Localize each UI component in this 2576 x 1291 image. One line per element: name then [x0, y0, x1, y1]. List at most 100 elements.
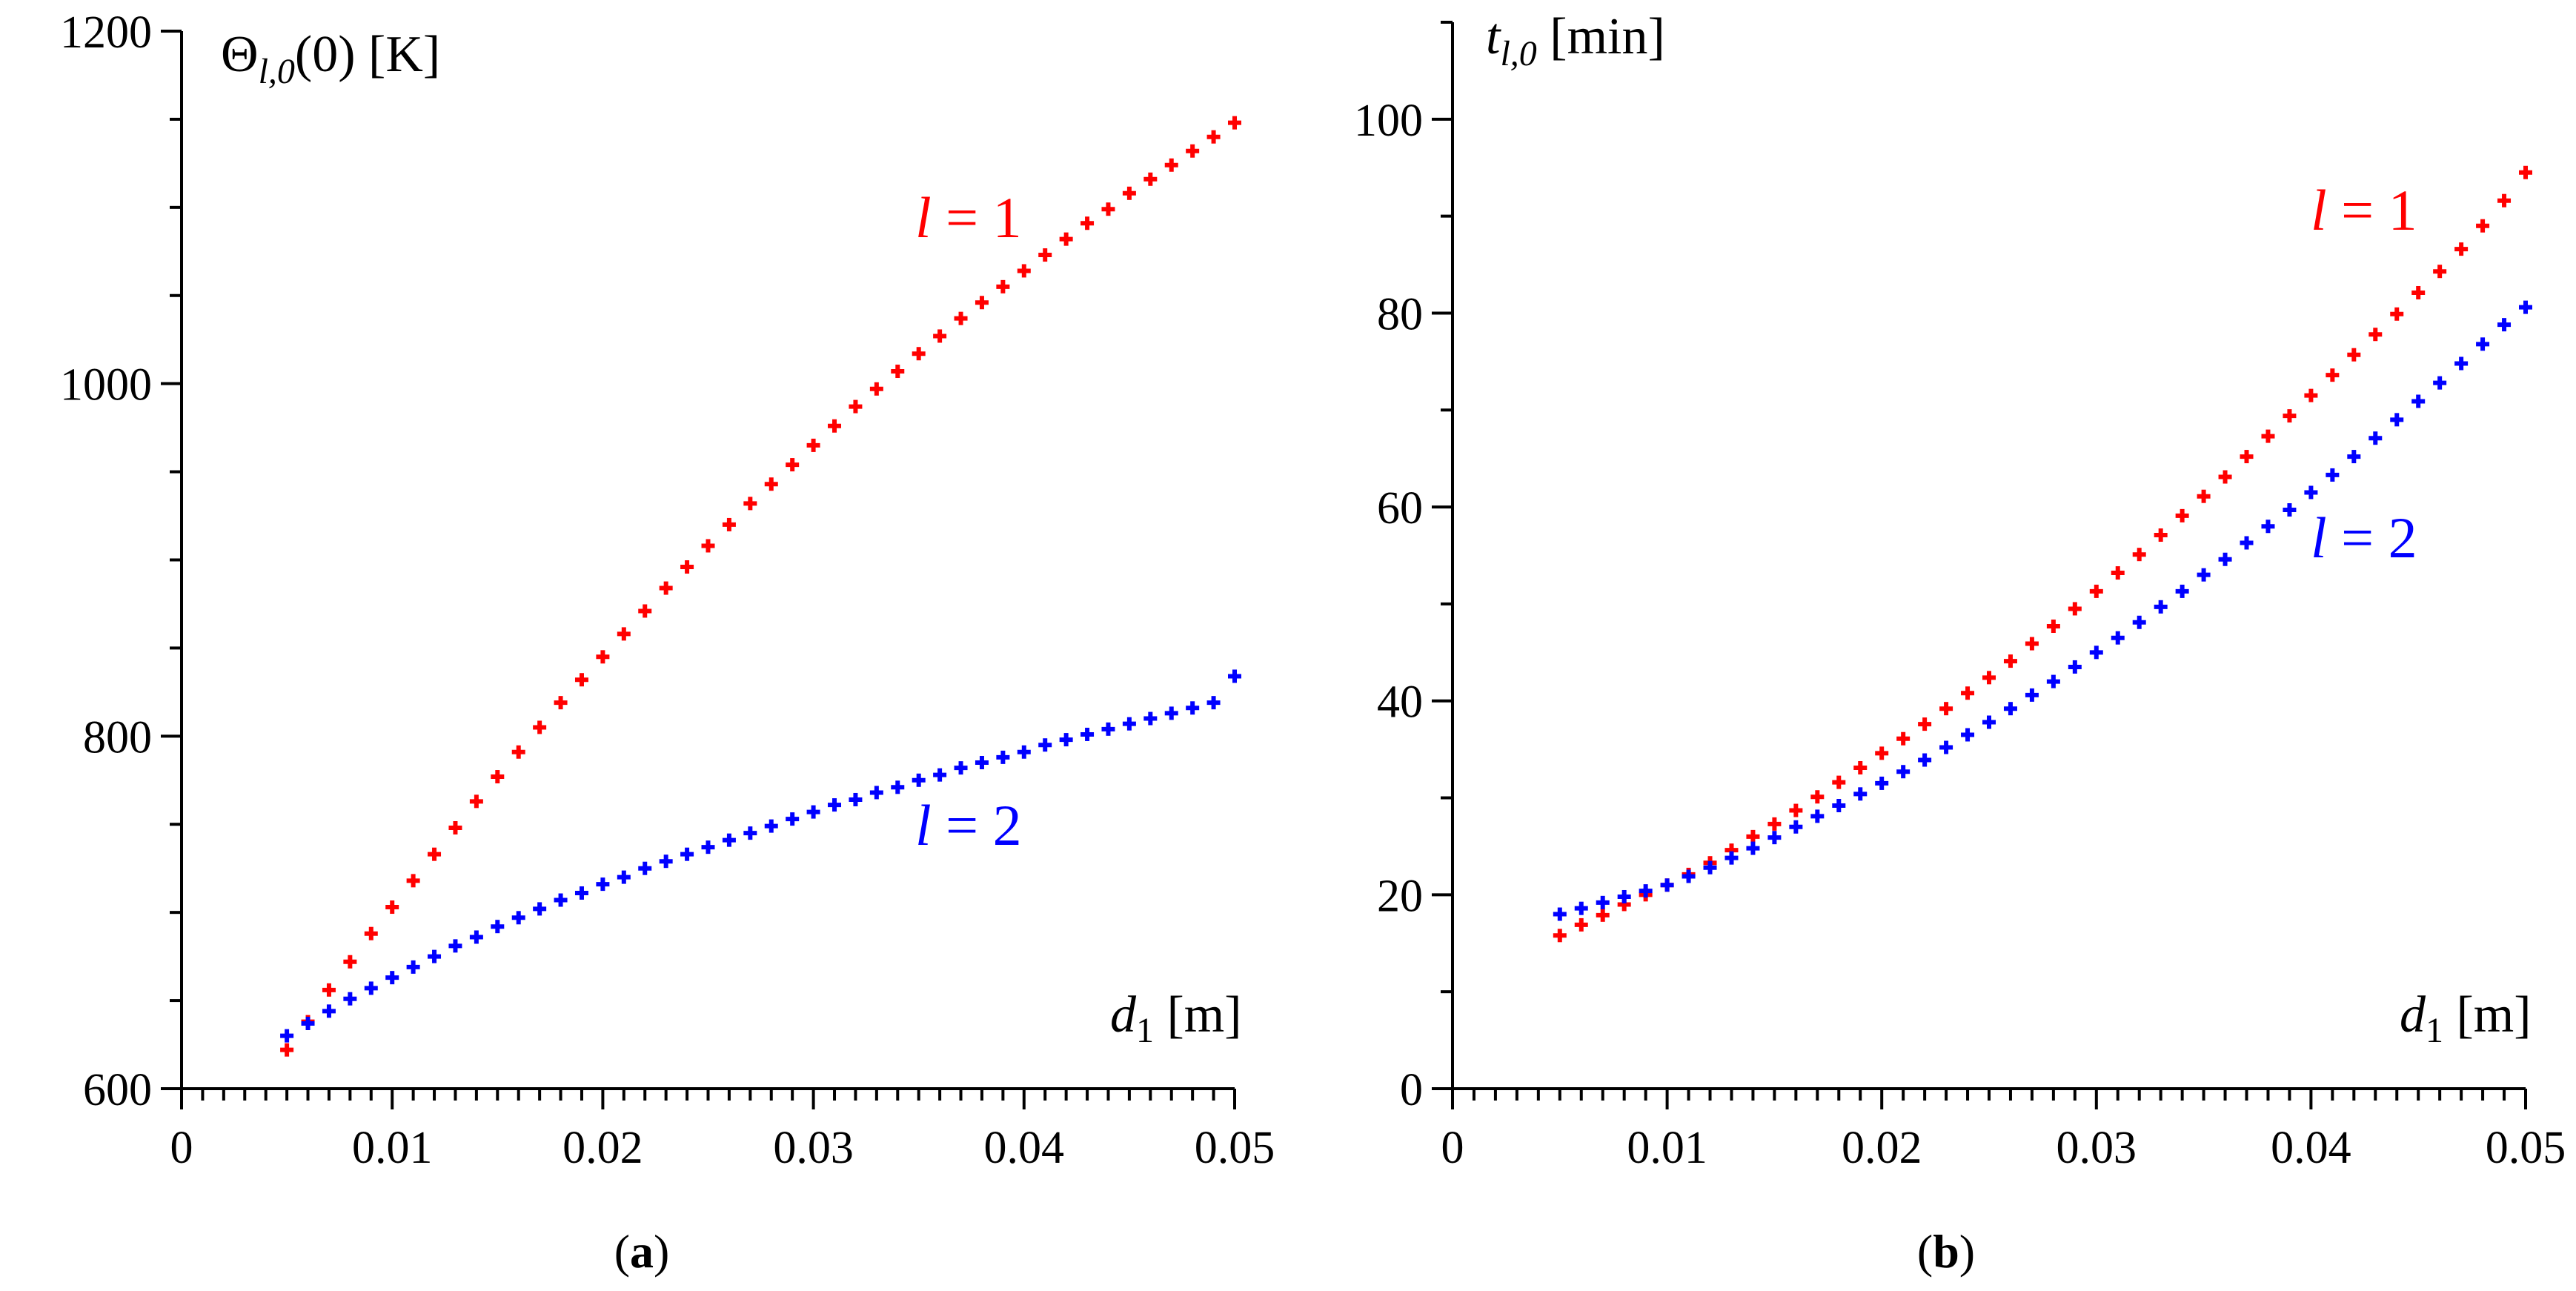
data-point: [1767, 831, 1782, 845]
x-tick-label: 0: [1441, 1123, 1464, 1173]
panel-a-data-points: [280, 116, 1241, 1057]
data-point: [1961, 686, 1975, 700]
data-point: [933, 329, 947, 343]
data-point: [1038, 248, 1052, 262]
data-point: [912, 347, 926, 361]
data-point: [1143, 172, 1158, 186]
data-point: [849, 792, 863, 806]
y-tick-label: 20: [1377, 871, 1423, 921]
data-point: [786, 458, 800, 472]
data-point: [1639, 884, 1653, 898]
data-point: [1746, 841, 1760, 855]
data-point: [638, 861, 652, 875]
panel-b: 0 0.01 0.02 0.03 0.04 0.05 0 20 40 60 80 100 tl,0 …: [1354, 8, 2566, 1278]
data-point: [554, 893, 568, 907]
data-point: [954, 761, 968, 775]
data-point: [1574, 917, 1588, 932]
panel-b-y-ticks: 0 20 40 60 80 100: [1354, 21, 1453, 1115]
y-tick-label: 800: [83, 712, 152, 763]
data-point: [385, 900, 399, 915]
panel-a-y-axis-title: Θl,0(0) [K]: [221, 26, 440, 91]
data-point: [2111, 631, 2125, 645]
panel-a-y-ticks: 600 800 1000 1200: [60, 7, 182, 1115]
data-point: [954, 311, 968, 325]
data-point: [322, 1004, 336, 1018]
data-point: [1101, 722, 1115, 736]
data-point: [554, 696, 568, 710]
data-point: [1961, 728, 1975, 742]
data-point: [2326, 468, 2340, 482]
panel-b-x-axis-title: d1 [m]: [2400, 986, 2532, 1050]
data-point: [2347, 348, 2361, 362]
data-point: [1832, 775, 1846, 789]
data-point: [2368, 328, 2383, 342]
panel-b-x-ticks: 0 0.01 0.02 0.03 0.04 0.05: [1441, 1089, 2566, 1173]
data-point: [1896, 731, 1911, 746]
data-point: [2175, 584, 2189, 598]
data-point: [2218, 552, 2232, 566]
data-point: [975, 756, 989, 770]
data-point: [2089, 646, 2103, 660]
data-point: [1939, 740, 1953, 754]
data-point: [1810, 809, 1825, 823]
data-point: [806, 438, 820, 452]
x-tick-label: 0.05: [1195, 1123, 1275, 1173]
data-point: [1896, 765, 1911, 779]
data-point: [2218, 470, 2232, 484]
data-point: [511, 745, 525, 759]
data-point: [1939, 702, 1953, 716]
data-point: [891, 365, 905, 379]
data-point: [680, 560, 694, 574]
data-point: [2519, 300, 2532, 314]
data-point: [406, 960, 420, 974]
data-point: [1017, 745, 1031, 759]
x-tick-label: 0.05: [2486, 1123, 2566, 1173]
panel-b-data-points: [1553, 165, 2532, 943]
data-point: [1918, 753, 1932, 767]
data-point: [996, 279, 1010, 293]
data-point: [2240, 450, 2254, 464]
data-point: [2261, 520, 2275, 534]
data-point: [596, 877, 610, 892]
data-point: [2347, 450, 2361, 464]
data-point: [2411, 285, 2426, 299]
data-point: [849, 399, 863, 414]
data-point: [1186, 144, 1200, 158]
data-point: [2283, 503, 2297, 517]
data-point: [659, 581, 673, 595]
data-point: [2068, 602, 2082, 616]
data-point: [2433, 265, 2447, 279]
data-point: [806, 805, 820, 819]
panel-b-series-label-l1: l = 1: [2311, 178, 2417, 242]
data-point: [1853, 787, 1868, 801]
data-point: [2046, 674, 2060, 688]
data-point: [912, 773, 926, 787]
panel-a-series-label-l2: l = 2: [915, 793, 1022, 857]
data-point: [764, 477, 778, 491]
data-point: [469, 930, 483, 944]
y-tick-label: 1000: [60, 360, 152, 411]
data-point: [743, 497, 757, 511]
data-point: [448, 821, 462, 835]
data-point: [1703, 860, 1717, 875]
x-tick-label: 0.04: [984, 1123, 1065, 1173]
data-point: [301, 1017, 315, 1031]
series-1: [280, 116, 1241, 1057]
data-point: [2304, 388, 2318, 402]
data-point: [1059, 232, 1073, 246]
data-point: [2433, 376, 2447, 390]
data-point: [2497, 193, 2512, 208]
data-point: [2476, 219, 2490, 233]
data-point: [2283, 409, 2297, 423]
data-point: [1228, 116, 1241, 130]
data-point: [743, 826, 757, 840]
y-tick-label: 60: [1377, 483, 1423, 534]
data-point: [511, 911, 525, 925]
data-point: [1596, 895, 1610, 909]
data-point: [2003, 702, 2017, 716]
data-point: [2476, 337, 2490, 351]
data-point: [2197, 568, 2211, 582]
data-point: [1122, 717, 1136, 731]
data-point: [617, 870, 631, 884]
data-point: [574, 886, 588, 900]
